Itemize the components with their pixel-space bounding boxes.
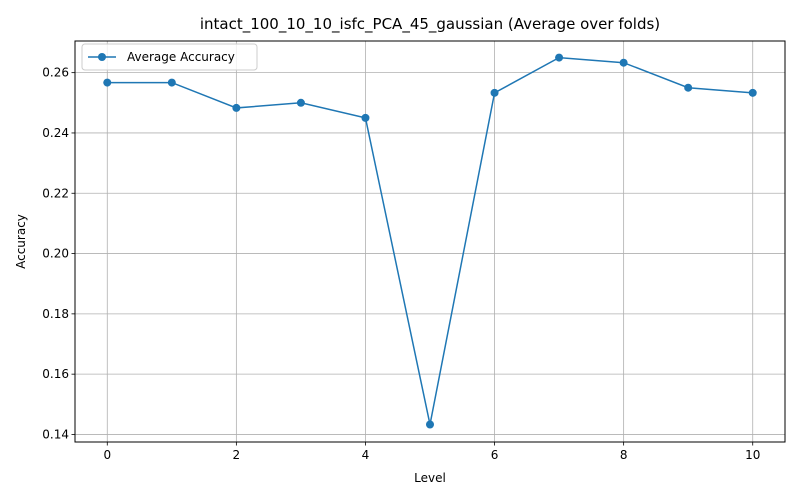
legend: Average Accuracy	[81, 43, 258, 71]
data-point	[296, 98, 305, 107]
data-point	[103, 78, 112, 87]
y-tick-label: 0.20	[42, 247, 69, 261]
plot-frame	[74, 40, 786, 443]
data-point	[426, 420, 434, 429]
legend-box	[81, 43, 258, 71]
x-tick-label: 10	[745, 448, 760, 462]
y-tick-label: 0.18	[42, 307, 69, 321]
data-point	[232, 103, 241, 112]
y-tick-label: 0.26	[42, 66, 69, 80]
data-point	[167, 78, 176, 87]
data-point	[619, 58, 628, 67]
x-axis-label: Level	[414, 471, 446, 485]
y-tick-label: 0.22	[42, 186, 69, 200]
chart-title: intact_100_10_10_isfc_PCA_45_gaussian (A…	[200, 15, 660, 34]
series-layer	[103, 53, 757, 429]
x-tick-label: 4	[362, 448, 370, 462]
x-tick-label: 0	[103, 448, 111, 462]
legend-marker	[98, 53, 106, 61]
x-tick-label: 2	[233, 448, 241, 462]
data-point	[748, 88, 757, 97]
y-tick-label: 0.24	[42, 126, 69, 140]
y-axis-label: Accuracy	[14, 214, 28, 269]
data-point	[361, 113, 370, 122]
data-point	[684, 83, 693, 92]
data-point	[490, 88, 499, 97]
x-tick-label: 6	[491, 448, 499, 462]
y-tick-label: 0.16	[42, 367, 69, 381]
ticks: 0 2 4 6 8 10 0.14 0.16 0.18 0.20 0.22 0.24 0.26	[42, 66, 760, 462]
y-tick-label: 0.14	[42, 427, 69, 441]
x-tick-label: 8	[620, 448, 628, 462]
grid	[75, 41, 785, 442]
data-point	[555, 53, 564, 62]
legend-label: Average Accuracy	[127, 50, 235, 64]
